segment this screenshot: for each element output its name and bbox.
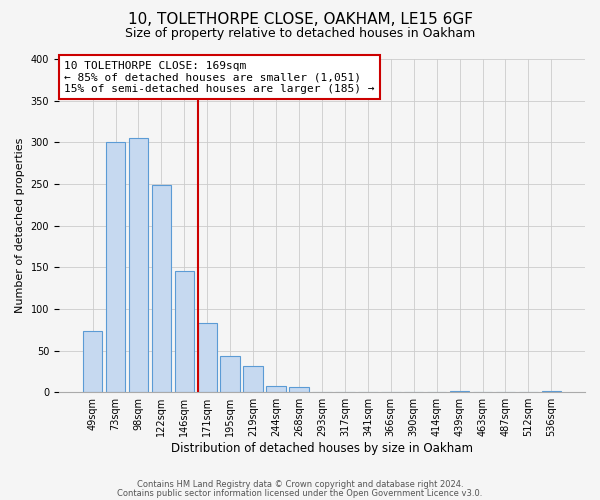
Bar	[450, 390, 469, 392]
Text: Contains HM Land Registry data © Crown copyright and database right 2024.: Contains HM Land Registry data © Crown c…	[137, 480, 463, 489]
Bar	[152, 185, 171, 392]
Text: Size of property relative to detached houses in Oakham: Size of property relative to detached ho…	[125, 28, 475, 40]
Bar	[197, 323, 217, 392]
Bar	[542, 390, 561, 392]
Bar	[266, 386, 286, 392]
Text: 10 TOLETHORPE CLOSE: 169sqm
← 85% of detached houses are smaller (1,051)
15% of : 10 TOLETHORPE CLOSE: 169sqm ← 85% of det…	[64, 60, 374, 94]
Bar	[128, 138, 148, 392]
Bar	[220, 356, 240, 392]
Y-axis label: Number of detached properties: Number of detached properties	[15, 138, 25, 314]
X-axis label: Distribution of detached houses by size in Oakham: Distribution of detached houses by size …	[171, 442, 473, 455]
Bar	[83, 330, 103, 392]
Text: 10, TOLETHORPE CLOSE, OAKHAM, LE15 6GF: 10, TOLETHORPE CLOSE, OAKHAM, LE15 6GF	[128, 12, 473, 28]
Text: Contains public sector information licensed under the Open Government Licence v3: Contains public sector information licen…	[118, 489, 482, 498]
Bar	[289, 387, 309, 392]
Bar	[175, 272, 194, 392]
Bar	[106, 142, 125, 392]
Bar	[244, 366, 263, 392]
